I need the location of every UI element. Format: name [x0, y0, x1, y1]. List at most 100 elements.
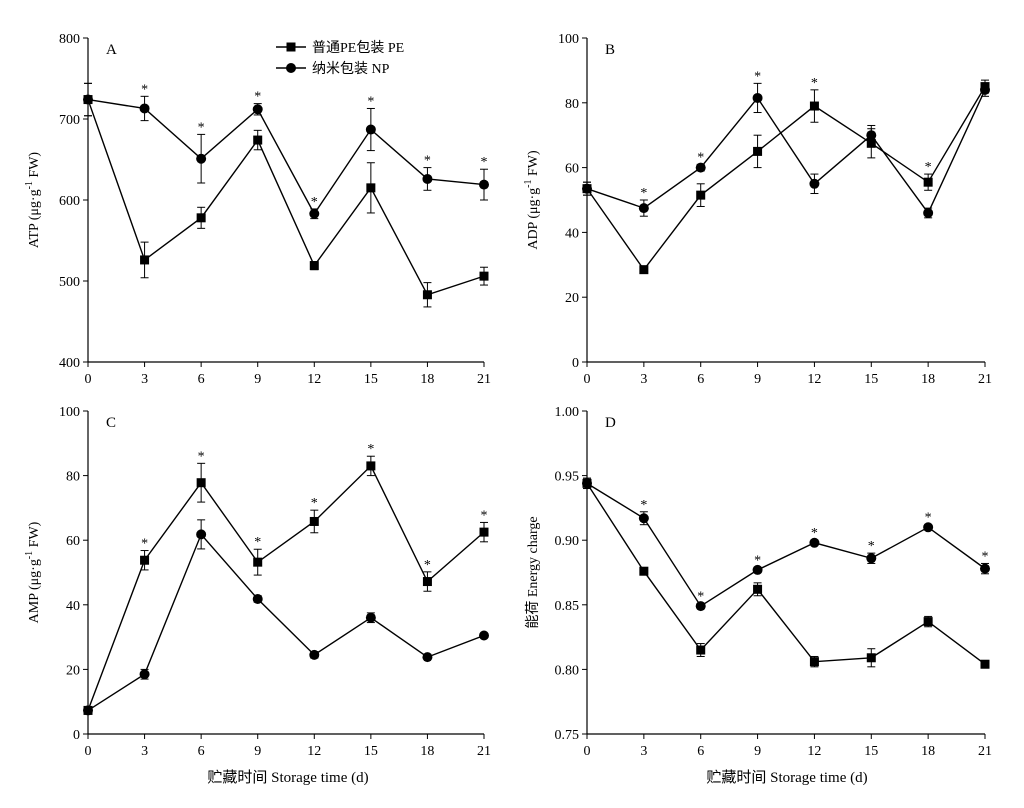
circle-marker [695, 601, 706, 612]
panel-c-x-axis-label: 贮藏时间 Storage time (d) [207, 770, 369, 786]
square-marker [696, 645, 706, 655]
series-line [586, 482, 986, 665]
square-marker [366, 461, 376, 471]
y-tick-label: 0.75 [555, 728, 580, 743]
significance-marker: * [640, 498, 647, 513]
x-tick-label: 12 [807, 744, 821, 759]
significance-marker: * [367, 442, 374, 457]
x-tick-label: 9 [254, 744, 261, 759]
series-pe [83, 82, 489, 308]
circle-marker [309, 208, 320, 219]
panel-label: D [605, 415, 616, 431]
x-tick-label: 12 [307, 372, 321, 387]
y-tick-label: 600 [59, 194, 80, 209]
square-marker [866, 653, 876, 663]
square-marker [980, 659, 990, 669]
square-marker [422, 577, 432, 587]
x-tick-label: 3 [640, 372, 647, 387]
square-marker [422, 290, 432, 300]
circle-marker [196, 153, 207, 164]
circle-marker [638, 513, 649, 524]
circle-marker [139, 103, 150, 114]
x-tick-label: 9 [254, 372, 261, 387]
y-tick-label: 0 [73, 728, 80, 743]
significance-marker: * [311, 195, 318, 210]
y-tick-label: 0 [572, 356, 579, 371]
y-tick-label: 700 [59, 113, 80, 128]
panel-label: C [106, 415, 116, 431]
circle-marker [582, 183, 592, 194]
y-axis-label-main: 能荷 Energy charge [525, 516, 541, 628]
x-tick-label: 0 [584, 372, 591, 387]
y-tick-label: 40 [66, 599, 80, 614]
significance-marker: * [754, 69, 761, 84]
square-marker [140, 555, 150, 565]
circle-marker [638, 203, 649, 214]
x-tick-label: 0 [584, 744, 591, 759]
y-axis-label-main: AMP (μg·g [27, 559, 42, 623]
y-tick-label: 0.90 [555, 534, 580, 549]
panel-a: 400 500 600 700 800 0 3 6 9 12 15 18 21 ATP (μg·g-1 F… [24, 32, 491, 387]
square-marker [309, 261, 319, 271]
y-tick-label: 80 [66, 470, 80, 485]
series-pe [582, 79, 990, 275]
significance-marker: * [424, 558, 431, 573]
circle-marker [365, 124, 376, 135]
x-tick-label: 15 [364, 372, 378, 387]
y-tick-label: 20 [565, 291, 579, 306]
series-line [87, 99, 485, 296]
panel-label: B [605, 42, 615, 58]
circle-marker [809, 537, 820, 548]
significance-marker: * [311, 496, 318, 511]
square-marker [809, 101, 819, 111]
circle-marker [365, 612, 376, 623]
significance-marker: * [925, 160, 932, 175]
y-axis-label: 能荷 Energy charge [525, 516, 541, 628]
circle-marker [582, 478, 592, 489]
legend-label: 普通PE包装 PE [312, 40, 404, 56]
circle-marker [422, 652, 433, 663]
significance-marker: * [141, 537, 148, 552]
series-line [586, 86, 986, 271]
square-marker [923, 617, 933, 627]
series-line [87, 464, 485, 711]
significance-marker: * [481, 508, 488, 523]
square-marker [479, 271, 489, 281]
y-tick-label: 0.80 [555, 663, 580, 678]
y-axis-label-sup: -1 [523, 180, 534, 188]
x-tick-label: 6 [697, 372, 704, 387]
significance-marker: * [481, 155, 488, 170]
y-tick-label: 60 [66, 534, 80, 549]
panel-b: 0 20 40 60 80 100 0 3 6 9 12 15 18 21 ADP (μg·g-1 FW) B… [523, 32, 992, 387]
y-axis-label-sup: -1 [24, 181, 35, 189]
y-axis-label-tail: FW) [27, 152, 42, 182]
significance-marker: * [198, 120, 205, 135]
square-marker [479, 527, 489, 537]
x-tick-label: 12 [807, 372, 821, 387]
x-tick-label: 21 [477, 372, 491, 387]
y-tick-label: 800 [59, 32, 80, 47]
x-tick-label: 15 [364, 744, 378, 759]
series-line [586, 482, 986, 608]
significance-marker: * [198, 449, 205, 464]
x-tick-label: 12 [307, 744, 321, 759]
x-tick-label: 18 [420, 372, 434, 387]
x-tick-label: 9 [754, 372, 761, 387]
circle-marker [196, 529, 207, 540]
circle-marker [695, 162, 706, 173]
legend: 普通PE包装 PE 纳米包装 NP [276, 40, 404, 77]
circle-marker [479, 179, 489, 190]
circle-marker [866, 553, 877, 564]
square-marker [923, 177, 933, 187]
square-marker [753, 584, 763, 594]
square-marker [196, 213, 206, 223]
x-tick-label: 3 [141, 744, 148, 759]
circle-marker [252, 593, 263, 604]
significance-marker: * [697, 150, 704, 165]
y-axis-label-tail: FW) [526, 150, 541, 180]
significance-marker: * [254, 90, 261, 105]
x-tick-label: 18 [921, 744, 935, 759]
y-axis-label: AMP (μg·g-1 FW) [24, 521, 42, 623]
circle-marker [809, 178, 820, 189]
